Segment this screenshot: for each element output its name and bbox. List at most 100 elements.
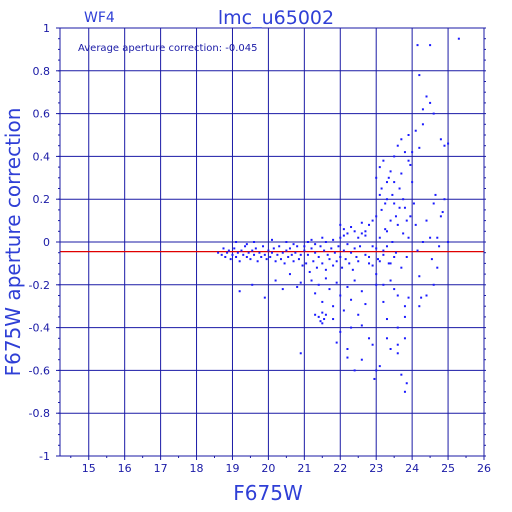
data-point — [425, 95, 428, 98]
data-point — [382, 283, 385, 286]
data-point — [290, 253, 293, 256]
data-point — [321, 300, 324, 303]
data-point — [400, 172, 403, 175]
data-point — [421, 108, 424, 111]
data-point — [429, 101, 432, 104]
data-point — [310, 238, 313, 241]
data-point — [271, 238, 273, 241]
y-tick-label: 0.2 — [33, 193, 51, 206]
data-point — [227, 249, 230, 252]
x-tick-label: 18 — [190, 462, 204, 475]
data-point — [235, 255, 238, 258]
data-point — [396, 144, 399, 147]
data-point — [285, 241, 288, 243]
data-point — [364, 230, 367, 233]
data-point — [247, 251, 250, 254]
data-point — [323, 318, 326, 321]
y-tick-label: -1 — [39, 450, 50, 463]
data-point — [292, 260, 295, 263]
data-point — [317, 283, 320, 286]
data-point — [328, 288, 331, 291]
data-point — [371, 245, 374, 248]
data-point — [389, 170, 392, 173]
data-point — [385, 230, 388, 233]
data-point — [385, 198, 388, 201]
data-point — [360, 324, 363, 327]
data-point — [396, 343, 399, 346]
data-point — [393, 155, 396, 158]
data-point — [330, 247, 333, 250]
data-point — [233, 247, 236, 250]
data-point — [382, 159, 385, 162]
data-point — [439, 215, 442, 218]
data-point — [332, 305, 335, 308]
data-point — [373, 377, 376, 380]
data-point — [226, 251, 229, 254]
x-tick-label: 15 — [82, 462, 96, 475]
data-point — [310, 279, 313, 282]
data-point — [319, 245, 322, 248]
data-point — [244, 245, 247, 248]
y-tick-label: 1 — [43, 22, 50, 35]
data-point — [220, 253, 223, 256]
data-point — [378, 236, 381, 239]
data-point — [274, 279, 277, 282]
data-point — [321, 311, 324, 314]
data-point — [387, 262, 390, 265]
chart-title: lmc_u65002 — [218, 7, 334, 29]
data-point — [353, 279, 356, 282]
x-tick-label: 17 — [154, 462, 168, 475]
data-point — [407, 159, 410, 162]
data-point — [389, 348, 392, 350]
data-point — [439, 138, 442, 141]
data-point — [267, 249, 270, 252]
data-point — [432, 283, 435, 286]
data-point — [235, 241, 238, 243]
data-point — [269, 255, 272, 258]
data-point — [319, 320, 322, 323]
data-point — [323, 249, 326, 252]
data-point — [324, 268, 327, 271]
data-point — [342, 228, 345, 231]
data-point — [296, 285, 299, 288]
data-point — [441, 211, 444, 214]
data-point — [283, 262, 286, 265]
data-point — [272, 247, 275, 250]
data-point — [321, 322, 324, 325]
data-point — [368, 255, 371, 258]
data-point — [393, 288, 396, 291]
data-point — [414, 129, 417, 132]
data-point — [297, 258, 300, 261]
data-point — [288, 273, 291, 276]
data-point — [393, 255, 396, 258]
data-point — [382, 249, 385, 252]
data-point — [416, 44, 419, 47]
data-point — [393, 181, 396, 184]
data-point — [403, 151, 406, 154]
data-point — [387, 176, 390, 179]
data-point — [375, 215, 378, 218]
data-point — [251, 283, 254, 286]
data-point — [351, 268, 354, 271]
data-point — [310, 247, 313, 250]
data-point — [263, 253, 266, 256]
data-point — [342, 309, 345, 312]
data-point — [339, 294, 342, 297]
data-point — [346, 356, 349, 359]
data-point — [346, 243, 349, 246]
data-point — [375, 176, 378, 179]
data-point — [344, 258, 347, 261]
data-point — [425, 294, 428, 297]
data-point — [299, 352, 302, 355]
data-point — [238, 260, 241, 263]
data-point — [258, 251, 261, 254]
y-tick-label: -0.6 — [29, 364, 50, 377]
data-point — [324, 277, 327, 280]
data-point — [398, 206, 401, 209]
y-tick-label: -0.8 — [29, 407, 50, 420]
data-point — [355, 255, 358, 258]
data-point — [287, 255, 290, 258]
data-point — [429, 44, 432, 47]
data-point — [231, 253, 234, 256]
